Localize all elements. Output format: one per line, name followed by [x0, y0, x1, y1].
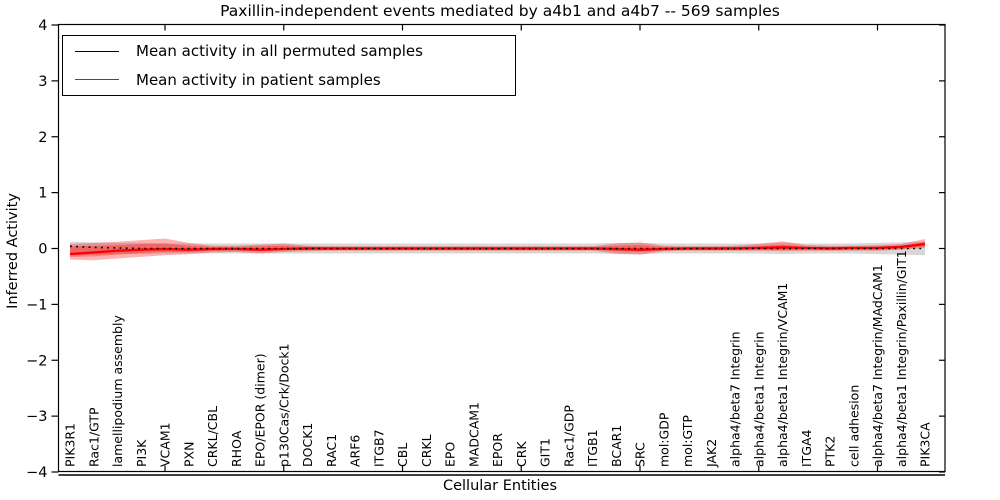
x-category-label: CRKL/CBL — [205, 406, 220, 467]
y-tick-label: 3 — [38, 74, 47, 90]
x-category-label: ITGA4 — [799, 429, 814, 467]
x-category-label: EPO/EPOR (dimer) — [253, 353, 268, 467]
x-category-label: PIK3CA — [918, 422, 933, 467]
x-category-label: CBL — [395, 443, 410, 467]
x-category-label: alpha4/beta1 Integrin — [751, 331, 766, 467]
y-tick-label: −4 — [26, 465, 47, 481]
x-category-label: alpha4/beta7 Integrin — [728, 331, 743, 467]
y-tick-label: 0 — [38, 242, 47, 258]
x-category-label: p130Cas/Crk/Dock1 — [276, 343, 291, 467]
x-category-label: DOCK1 — [300, 423, 315, 467]
x-category-label: PTK2 — [823, 436, 838, 467]
x-category-label: PIK3R1 — [63, 423, 78, 467]
x-category-label: ARF6 — [348, 435, 363, 467]
x-axis-label: Cellular Entities — [442, 478, 558, 494]
legend-item-permuted: Mean activity in all permuted samples — [63, 38, 515, 64]
x-category-label: BCAR1 — [609, 425, 624, 467]
x-category-label: CRK — [514, 441, 529, 467]
x-category-label: CRKL — [419, 434, 434, 467]
y-tick-label: −1 — [26, 297, 47, 313]
series-line-patient — [69, 242, 926, 256]
x-category-label: EPOR — [490, 433, 505, 467]
patient-line-swatch-icon — [75, 79, 119, 81]
y-tick-label: −3 — [26, 409, 47, 425]
x-category-label: lamellipodium assembly — [110, 315, 125, 467]
x-category-label: cell adhesion — [846, 385, 861, 467]
x-category-label: alpha4/beta1 Integrin/VCAM1 — [775, 283, 790, 467]
x-category-label: GIT1 — [538, 438, 553, 467]
x-category-label: ITGB7 — [371, 429, 386, 467]
x-category-label: MADCAM1 — [466, 402, 481, 467]
legend-item-patient: Mean activity in patient samples — [63, 67, 515, 93]
x-category-label: PXN — [181, 442, 196, 467]
x-category-label: mol:GTP — [680, 415, 695, 467]
x-category-label: VCAM1 — [158, 422, 173, 467]
x-category-label: JAK2 — [704, 439, 719, 468]
x-category-label: mol:GDP — [656, 412, 671, 467]
y-tick-label: 1 — [38, 186, 47, 202]
y-tick-label: −2 — [26, 353, 47, 369]
x-category-label: Rac1/GDP — [561, 405, 576, 467]
x-category-label: alpha4/beta7 Integrin/MAdCAM1 — [870, 264, 885, 467]
permuted-line-swatch-icon — [75, 50, 119, 52]
y-tick-label: 2 — [38, 130, 47, 146]
y-tick-label: 4 — [38, 18, 47, 34]
x-category-label: RHOA — [229, 430, 244, 467]
x-category-label: RAC1 — [324, 434, 339, 467]
x-category-label: EPO — [443, 442, 458, 467]
x-category-label: SRC — [633, 442, 648, 467]
legend: Mean activity in all permuted samples Me… — [62, 35, 516, 96]
x-category-label: PI3K — [134, 439, 149, 467]
legend-label-permuted: Mean activity in all permuted samples — [136, 42, 423, 61]
chart-title: Paxillin-independent events mediated by … — [220, 2, 780, 20]
x-category-label: ITGB1 — [585, 429, 600, 467]
legend-label-patient: Mean activity in patient samples — [136, 70, 381, 89]
x-category-label: Rac1/GTP — [86, 407, 101, 467]
x-category-label: alpha4/beta1 Integrin/Paxillin/GIT1 — [894, 250, 909, 467]
